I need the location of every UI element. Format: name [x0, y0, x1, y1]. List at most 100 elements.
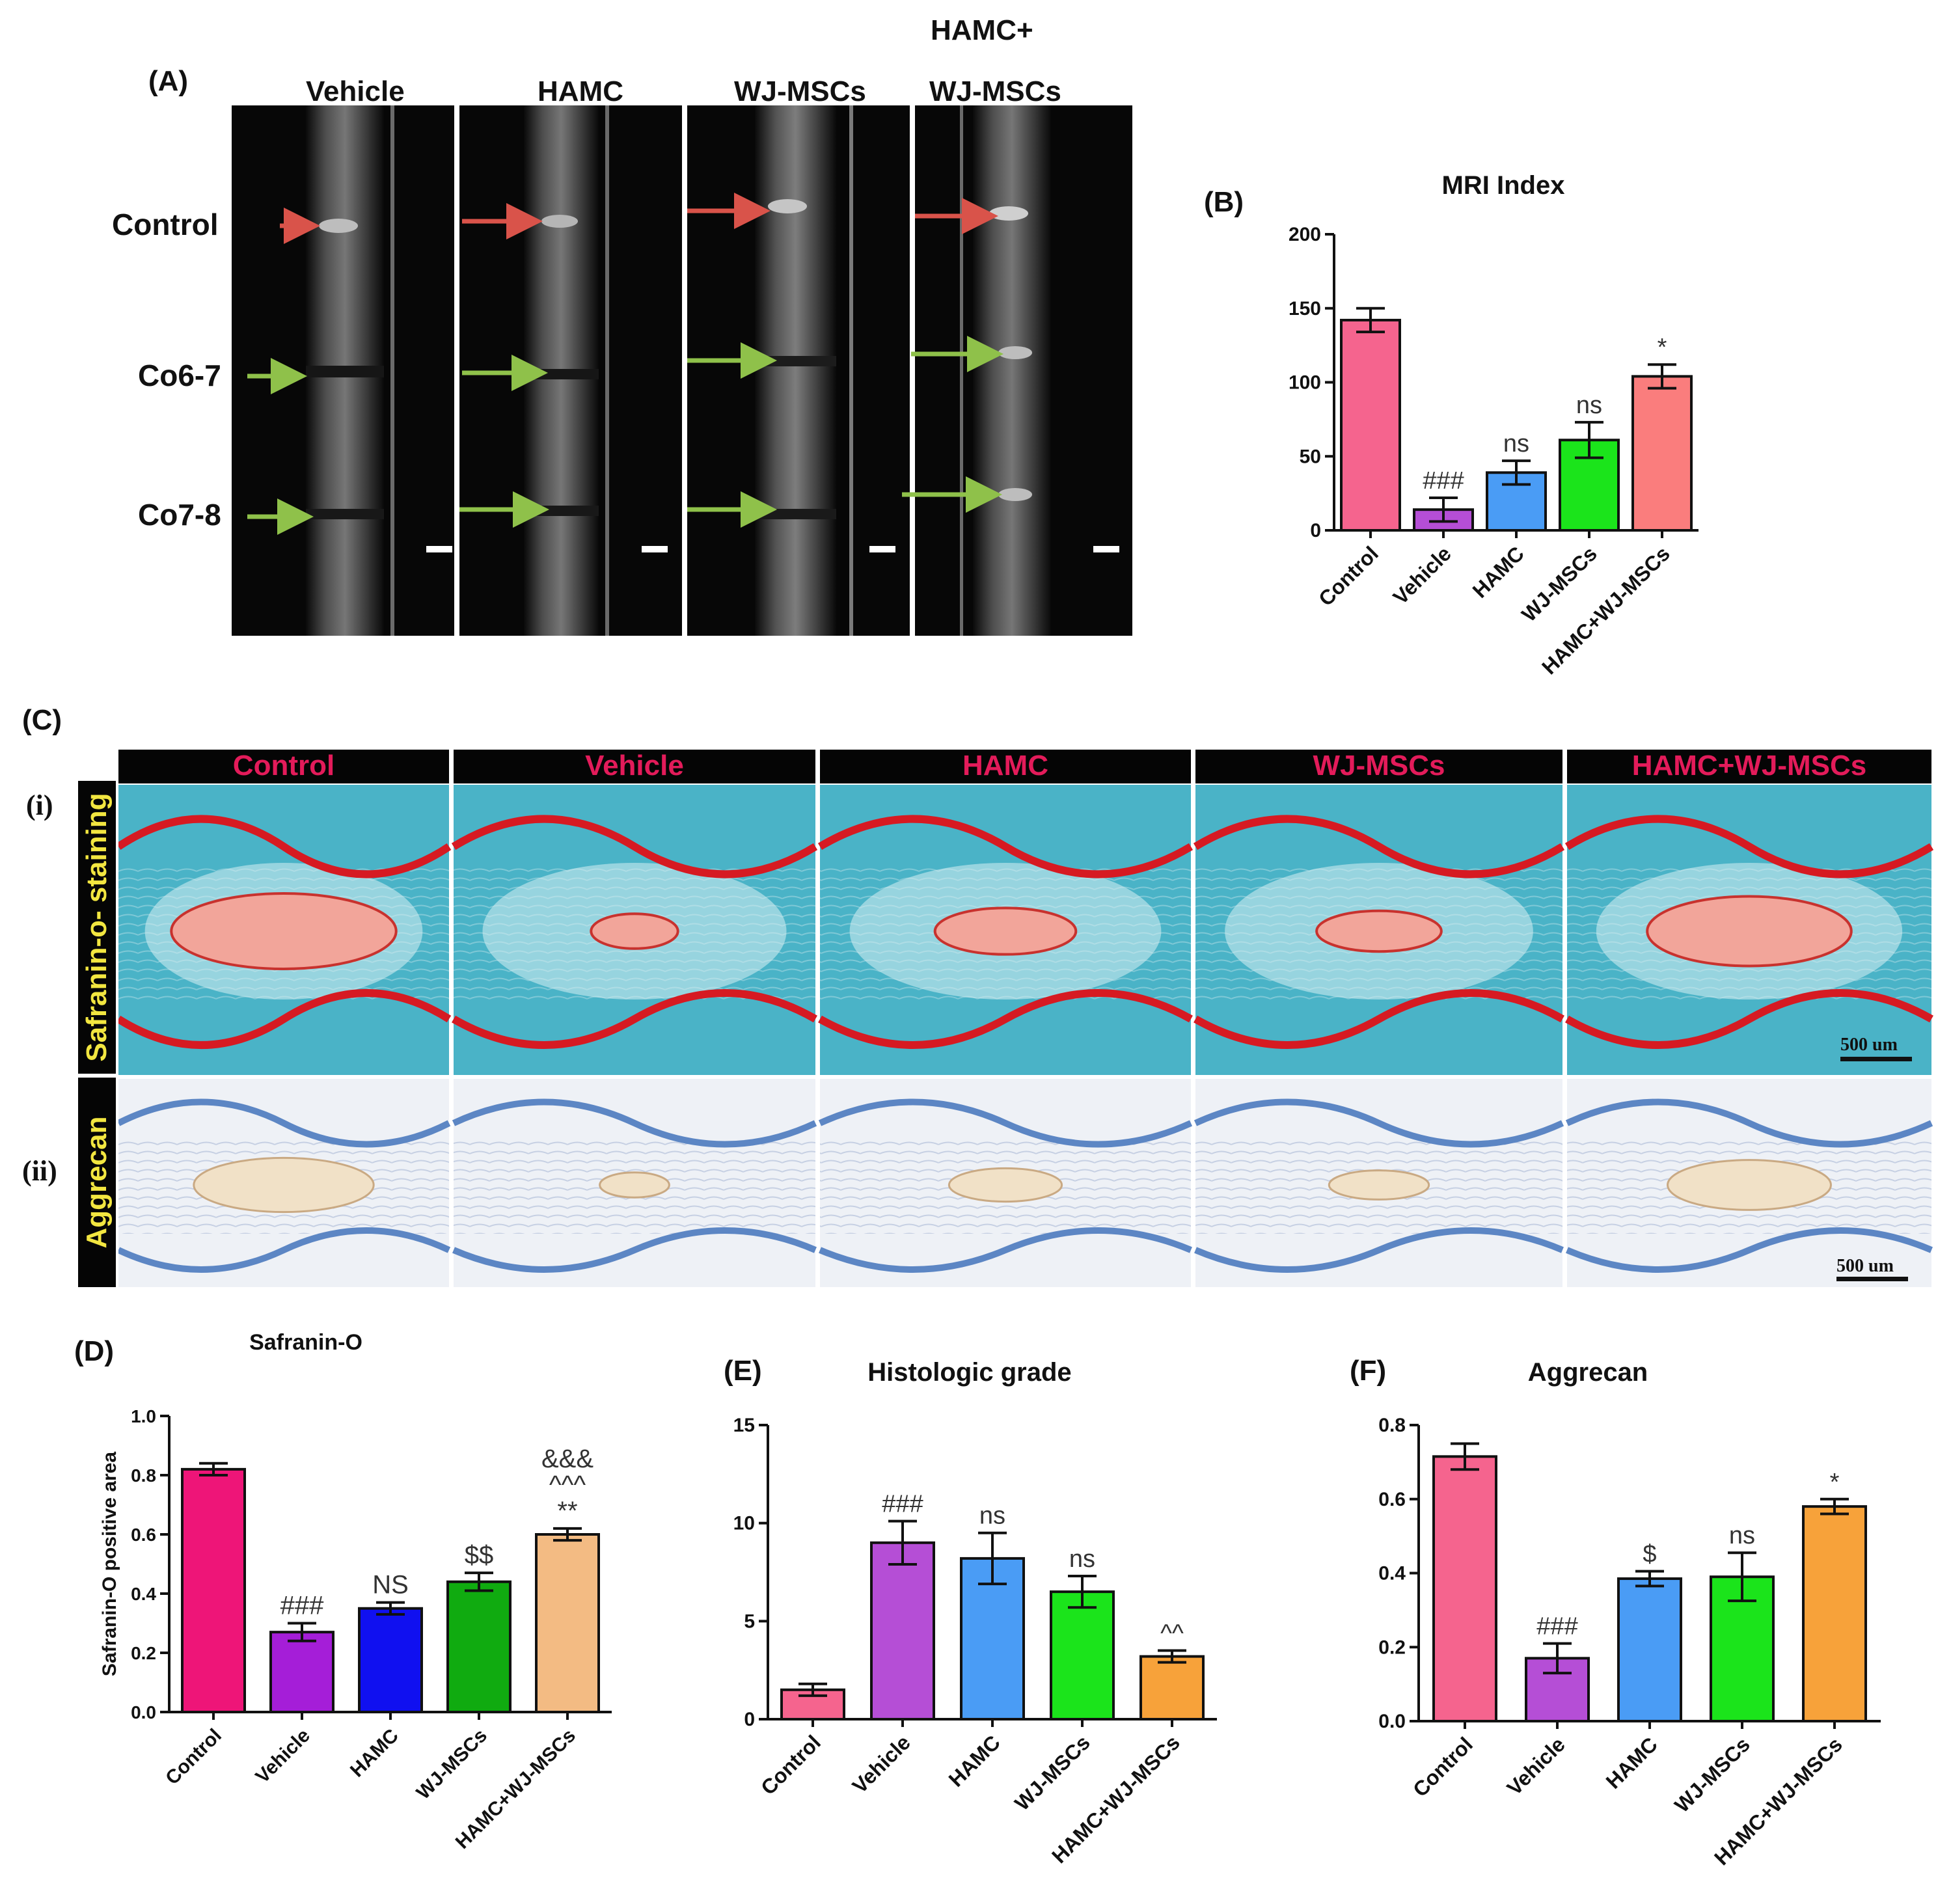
- chart-title: MRI Index: [1442, 171, 1565, 200]
- safranin-tile-wj-mscs: [1193, 785, 1565, 1075]
- y-tick-label: 0.0: [131, 1702, 156, 1722]
- histology-column-header-hamc: HAMC: [820, 750, 1191, 783]
- safranin-tile-hamc-wj-mscs: [1564, 785, 1934, 1075]
- scale-bar-safranin: [1840, 1057, 1912, 1061]
- row-label-safranin: Safranin-o- staining: [81, 793, 113, 1062]
- y-tick-label: 0.4: [1378, 1563, 1406, 1584]
- mri-row-label-co7-8: Co7-8: [138, 498, 221, 532]
- significance-label: ns: [1503, 430, 1529, 457]
- significance-label: ###: [1536, 1613, 1577, 1640]
- category-label: HAMC: [346, 1725, 403, 1782]
- significance-label: NS: [372, 1571, 409, 1599]
- y-tick-label: 0.2: [131, 1643, 156, 1663]
- category-label: Vehicle: [1503, 1732, 1570, 1799]
- significance-label: ^^^: [549, 1471, 586, 1499]
- safranin-tile-hamc: [817, 785, 1194, 1075]
- scale-bar-label-aggrecan: 500 um: [1836, 1256, 1894, 1276]
- significance-label: ^^: [1160, 1620, 1184, 1648]
- significance-label: *: [1830, 1469, 1840, 1496]
- histology-images: [118, 785, 1934, 1287]
- scale-bar-label-safranin: 500 um: [1840, 1035, 1898, 1055]
- mri-row-label-control: Control: [112, 208, 219, 241]
- category-label: Vehicle: [251, 1725, 314, 1788]
- y-tick-label: 0.6: [131, 1525, 156, 1545]
- row-label-safranin-wrap: Safranin-o- staining: [78, 781, 116, 1074]
- category-label: HAMC: [944, 1730, 1005, 1791]
- mri-column-label-wj-mscs: WJ-MSCs: [734, 75, 866, 107]
- aggrecan-tile-control: [118, 1079, 451, 1287]
- mri-panel-hamc: [459, 105, 682, 636]
- panel-label-c: (C): [22, 704, 62, 736]
- bar-hamc-wj-mscs: [1631, 375, 1693, 532]
- y-tick-label: 0.4: [131, 1584, 156, 1604]
- bar-wj-mscs: [1050, 1590, 1115, 1720]
- bar-hamc: [1617, 1577, 1682, 1722]
- mri-index-chart: MRI Index 0 50 100 150 200 Control ### Vehicle ns…: [1289, 171, 1699, 679]
- category-label: Vehicle: [848, 1730, 915, 1797]
- significance-label: *: [1658, 334, 1667, 361]
- y-axis-label: Safranin-O positive area: [99, 1452, 120, 1676]
- row-label-aggrecan-wrap: Aggrecan: [78, 1078, 116, 1287]
- mri-top-label: HAMC+: [931, 14, 1033, 46]
- histologic-grade-chart: Histologic grade 0 5 10 15 Control ### Vehicle n…: [733, 1358, 1217, 1868]
- category-label: Control: [1408, 1732, 1477, 1801]
- aggrecan-tile-wj-mscs: [1194, 1079, 1564, 1287]
- panel-label-e: (E): [724, 1355, 762, 1387]
- y-tick-label: 150: [1289, 298, 1321, 320]
- y-tick-label: 0.6: [1378, 1489, 1406, 1510]
- y-tick-label: 0.8: [1378, 1415, 1406, 1436]
- y-tick-label: 50: [1300, 446, 1321, 467]
- category-label: Control: [161, 1725, 226, 1789]
- mri-row-label-co6-7: Co6-7: [138, 359, 221, 392]
- safranin-o-chart: Safranin-O 0.0 0.2 0.4 0.6 0.8 1.0 Safranin-O p…: [99, 1330, 612, 1853]
- panel-label-f: (F): [1350, 1355, 1387, 1387]
- panel-label-b: (B): [1204, 186, 1244, 218]
- aggrecan-tile-vehicle: [452, 1079, 817, 1287]
- mri-panel-hamc-wj-mscs: [902, 105, 1132, 636]
- bar-vehicle: [870, 1541, 935, 1720]
- significance-label: $$: [465, 1541, 494, 1570]
- chart-title: Aggrecan: [1528, 1358, 1648, 1387]
- category-label: HAMC: [1602, 1732, 1662, 1793]
- significance-label: ns: [979, 1503, 1005, 1530]
- significance-label: $: [1643, 1541, 1656, 1568]
- mri-column-label-hamc: HAMC: [538, 75, 623, 107]
- y-tick-label: 0.2: [1378, 1637, 1406, 1658]
- significance-label: ###: [882, 1491, 923, 1518]
- histology-column-header-hamc-wj-mscs: HAMC+WJ-MSCs: [1567, 750, 1931, 783]
- category-label: WJ-MSCs: [413, 1725, 491, 1804]
- mri-panel-wj-mscs: [687, 105, 910, 636]
- y-tick-label: 5: [744, 1611, 755, 1632]
- bar-control: [1432, 1455, 1497, 1722]
- bar-wj-mscs: [446, 1580, 512, 1713]
- y-tick-label: 0.0: [1378, 1711, 1406, 1732]
- bar-hamc-wj-mscs: [1139, 1655, 1205, 1720]
- category-label: Control: [756, 1730, 825, 1799]
- category-label: Control: [1314, 541, 1383, 610]
- bar-vehicle: [269, 1631, 334, 1713]
- category-label: HAMC: [1468, 541, 1529, 602]
- mri-panel-vehicle: [232, 105, 454, 636]
- significance-label: ###: [1423, 467, 1464, 495]
- bar-control: [181, 1467, 246, 1713]
- y-tick-label: 0: [1310, 520, 1321, 541]
- panel-label-a: (A): [148, 65, 189, 97]
- bar-control: [780, 1688, 845, 1720]
- category-label: HAMC+WJ-MSCs: [1537, 541, 1674, 679]
- mri-column-label-hamc-wj-mscs: WJ-MSCs: [929, 75, 1061, 107]
- category-label: WJ-MSCs: [1670, 1732, 1754, 1817]
- histology-column-header-vehicle: Vehicle: [454, 750, 815, 783]
- y-tick-label: 100: [1289, 372, 1321, 394]
- mri-column-label-vehicle: Vehicle: [306, 75, 405, 107]
- y-tick-label: 0.8: [131, 1465, 156, 1486]
- bar-hamc-wj-mscs: [535, 1533, 600, 1713]
- y-tick-label: 200: [1289, 224, 1321, 245]
- bar-hamc-wj-mscs: [1802, 1505, 1867, 1722]
- bar-hamc: [358, 1607, 423, 1713]
- significance-label: &&&: [541, 1445, 593, 1473]
- histology-column-header-control: Control: [118, 750, 449, 783]
- panel-label-d: (D): [74, 1335, 115, 1367]
- significance-label: ###: [280, 1592, 324, 1620]
- panel-label-i: (i): [26, 789, 53, 821]
- aggrecan-tile-hamc: [818, 1079, 1193, 1287]
